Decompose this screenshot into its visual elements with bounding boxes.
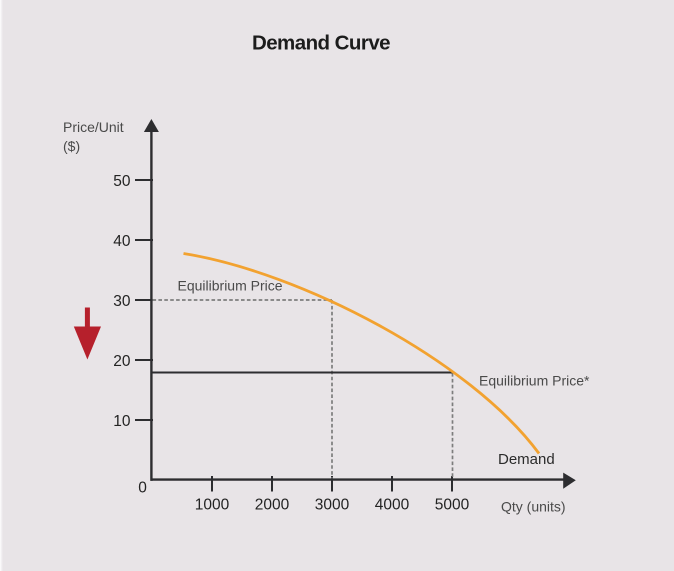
- svg-text:2000: 2000: [255, 496, 290, 513]
- svg-text:1000: 1000: [195, 496, 230, 513]
- svg-text:Demand: Demand: [498, 451, 555, 468]
- svg-text:4000: 4000: [375, 496, 410, 513]
- svg-text:($): ($): [63, 138, 80, 154]
- svg-text:5000: 5000: [435, 496, 470, 513]
- svg-text:Qty (units): Qty (units): [501, 499, 566, 515]
- svg-text:0: 0: [138, 480, 147, 497]
- svg-text:10: 10: [113, 413, 131, 430]
- svg-text:3000: 3000: [315, 496, 350, 513]
- svg-text:50: 50: [113, 173, 131, 190]
- svg-text:Demand Curve: Demand Curve: [252, 32, 390, 55]
- svg-text:Equilibrium Price: Equilibrium Price: [178, 278, 283, 294]
- svg-text:20: 20: [113, 353, 131, 370]
- svg-text:Equilibrium Price*: Equilibrium Price*: [479, 372, 590, 388]
- svg-text:Price/Unit: Price/Unit: [63, 119, 124, 135]
- svg-text:40: 40: [113, 233, 131, 250]
- svg-text:30: 30: [113, 293, 131, 310]
